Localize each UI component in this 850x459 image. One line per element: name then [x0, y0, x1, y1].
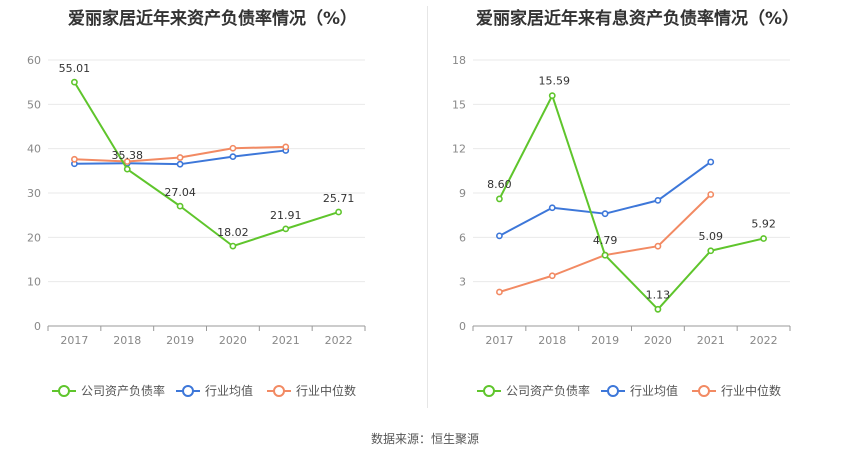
legend-marker — [182, 385, 194, 397]
y-tick-label: 20 — [27, 231, 41, 244]
data-label: 5.09 — [699, 230, 724, 243]
data-point-company — [654, 305, 662, 313]
data-point-mean — [176, 160, 184, 168]
x-tick-label: 2017 — [485, 334, 513, 347]
legend-item-mean: 行业均值 — [601, 383, 678, 398]
y-tick-label: 0 — [34, 320, 41, 333]
legend-label: 公司资产负债率 — [506, 383, 590, 398]
data-point-median — [707, 191, 715, 198]
data-point-median — [71, 155, 78, 163]
legend-marker — [273, 385, 285, 397]
data-label: 55.01 — [59, 62, 91, 75]
x-tick-label: 2019 — [166, 334, 194, 347]
y-tick-label: 12 — [452, 143, 466, 156]
legend-label: 公司资产负债率 — [81, 383, 165, 398]
data-point-mean — [654, 196, 662, 204]
data-label: 25.71 — [323, 192, 355, 205]
legend-label: 行业均值 — [205, 383, 253, 398]
legend-marker — [698, 385, 710, 397]
data-point-mean — [496, 232, 503, 240]
y-tick-label: 18 — [452, 54, 466, 67]
y-tick-label: 3 — [459, 276, 466, 289]
chart-panel-left: 爱丽家居近年来资产负债率情况（%） 0 10 20 30 40 50 60 2017 2018 2… — [0, 0, 425, 420]
y-tick-label: 40 — [27, 143, 41, 156]
data-point-company — [335, 208, 342, 216]
chart-title-left: 爱丽家居近年来资产负债率情况（%） — [67, 9, 358, 29]
data-point-median — [229, 144, 237, 152]
data-label: 5.92 — [751, 218, 776, 231]
legend-marker — [483, 385, 495, 397]
x-tick-label: 2020 — [219, 334, 247, 347]
data-label: 27.04 — [164, 186, 196, 199]
data-point-company — [707, 247, 715, 255]
data-point-mean — [548, 204, 556, 212]
x-tick-label: 2020 — [644, 334, 672, 347]
data-point-median — [123, 158, 131, 165]
chart-title-right: 爱丽家居近年来有息资产负债率情况（%） — [475, 9, 800, 29]
y-tick-label: 10 — [27, 276, 41, 289]
data-point-company — [229, 242, 237, 250]
y-tick-label: 6 — [459, 231, 466, 244]
data-label: 4.79 — [593, 234, 618, 247]
x-tick-label: 2018 — [113, 334, 141, 347]
data-point-company — [282, 225, 290, 233]
data-point-company — [601, 251, 609, 259]
y-tick-label: 0 — [459, 320, 466, 333]
data-label: 35.38 — [112, 149, 144, 162]
series-line-company — [73, 81, 339, 248]
x-tick-label: 2022 — [325, 334, 353, 347]
data-point-median — [496, 288, 503, 296]
legend-item-median: 行业中位数 — [267, 383, 356, 398]
x-tick-label: 2021 — [272, 334, 300, 347]
data-point-mean — [707, 158, 715, 166]
data-label: 15.59 — [539, 75, 571, 88]
legend-label: 行业中位数 — [296, 383, 356, 398]
data-label: 18.02 — [217, 226, 249, 239]
data-point-mean — [601, 210, 609, 218]
legend-marker — [607, 385, 619, 397]
data-point-company — [760, 235, 767, 242]
data-point-median — [176, 154, 184, 161]
legend-item-company: 公司资产负债率 — [477, 383, 590, 398]
data-point-median — [282, 143, 290, 151]
y-tick-label: 60 — [27, 54, 41, 67]
legend-label: 行业均值 — [630, 383, 678, 398]
panel-divider — [427, 6, 428, 408]
chart-panel-right: 爱丽家居近年来有息资产负债率情况（%） 0 3 6 9 12 15 18 2017 2018 20… — [425, 0, 850, 420]
data-label: 21.91 — [270, 209, 302, 222]
x-tick-label: 2022 — [750, 334, 778, 347]
data-label: 8.60 — [487, 178, 512, 191]
x-tick-label: 2021 — [697, 334, 725, 347]
legend-item-company: 公司资产负债率 — [52, 383, 165, 398]
data-label: 1.13 — [646, 288, 671, 301]
legend-label: 行业中位数 — [721, 383, 781, 398]
data-point-company — [71, 78, 78, 86]
data-point-median — [654, 242, 662, 250]
y-tick-label: 15 — [452, 98, 466, 111]
legend-item-median: 行业中位数 — [692, 383, 781, 398]
data-point-company — [548, 92, 556, 100]
chart-right: 0 3 6 9 12 15 18 2017 2018 2019 2020 2021 2022 8.60 15… — [452, 54, 791, 398]
chart-left: 0 10 20 30 40 50 60 2017 2018 2019 2020 2021 2022 55.… — [27, 54, 366, 398]
y-tick-label: 9 — [459, 187, 466, 200]
legend-marker — [58, 385, 70, 397]
data-point-mean — [229, 153, 237, 161]
data-point-company — [123, 165, 131, 173]
x-tick-label: 2018 — [538, 334, 566, 347]
data-point-company — [176, 202, 184, 210]
legend-item-mean: 行业均值 — [176, 383, 253, 398]
data-point-company — [496, 195, 503, 203]
y-tick-label: 30 — [27, 187, 41, 200]
data-point-median — [548, 272, 556, 280]
data-source: 数据来源：恒生聚源 — [370, 432, 479, 446]
series-line-company — [498, 94, 764, 311]
x-tick-label: 2017 — [60, 334, 88, 347]
y-tick-label: 50 — [27, 98, 41, 111]
x-tick-label: 2019 — [591, 334, 619, 347]
